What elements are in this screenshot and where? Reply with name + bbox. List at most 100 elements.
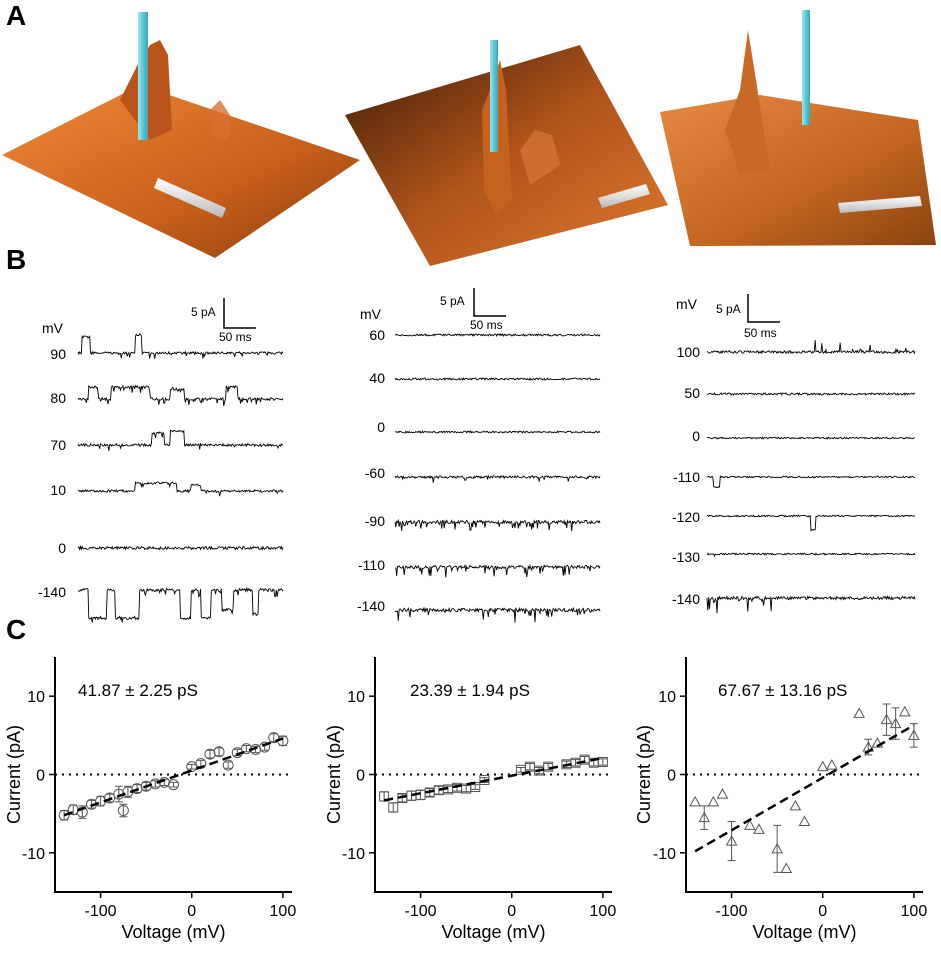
data-point bbox=[388, 802, 399, 813]
linear-fit bbox=[383, 756, 604, 802]
error-bar bbox=[700, 805, 709, 830]
data-point bbox=[58, 809, 70, 821]
error-bar bbox=[443, 785, 452, 794]
data-point bbox=[780, 862, 793, 873]
data-point bbox=[789, 799, 802, 811]
axes bbox=[54, 657, 292, 893]
y-axis-label: Current (pA) bbox=[634, 725, 654, 824]
y-tick-label: 0 bbox=[36, 768, 45, 785]
surface-1 bbox=[2, 12, 360, 258]
y-tick-label: 10 bbox=[658, 689, 676, 706]
scale-ms-col2: 50 ms bbox=[470, 318, 503, 332]
error-bar bbox=[544, 763, 553, 771]
data-point bbox=[853, 707, 866, 718]
current-trace bbox=[77, 480, 284, 497]
error-bar bbox=[389, 802, 398, 813]
voltage-label: 70 bbox=[50, 437, 66, 453]
current-trace bbox=[394, 606, 601, 623]
data-point bbox=[689, 795, 701, 807]
voltage-label: -90 bbox=[364, 513, 385, 529]
data-point bbox=[798, 815, 811, 826]
data-point bbox=[743, 819, 756, 830]
surface-2 bbox=[345, 40, 668, 266]
y-tick-label: 10 bbox=[347, 689, 365, 706]
conductance-annotation: 67.67 ± 13.16 pS bbox=[718, 681, 847, 700]
error-bar bbox=[278, 735, 287, 747]
panel-b-traces bbox=[77, 288, 916, 623]
current-trace bbox=[706, 552, 916, 558]
x-tick-label: -100 bbox=[405, 903, 437, 920]
scale-ms-col1: 50 ms bbox=[219, 330, 252, 344]
error-bar bbox=[205, 749, 214, 759]
data-point bbox=[889, 717, 902, 729]
data-point bbox=[908, 729, 920, 740]
x-axis-label: Voltage (mV) bbox=[752, 922, 856, 942]
data-point bbox=[104, 792, 116, 804]
error-bar bbox=[882, 703, 891, 736]
error-bar bbox=[571, 759, 580, 767]
error-bar bbox=[525, 763, 534, 771]
x-tick-label: -100 bbox=[85, 903, 117, 920]
current-trace bbox=[77, 587, 284, 623]
data-point bbox=[379, 791, 390, 802]
scale-bar-col3 bbox=[747, 294, 780, 323]
data-point bbox=[117, 805, 129, 817]
scale-bar-col1 bbox=[223, 298, 256, 329]
scale-bar-3 bbox=[838, 196, 922, 213]
surface-3 bbox=[660, 10, 936, 246]
linear-fit bbox=[63, 737, 284, 817]
y-tick-label: -10 bbox=[342, 846, 365, 863]
current-trace bbox=[706, 340, 916, 355]
current-trace bbox=[394, 333, 601, 338]
voltage-label: -110 bbox=[358, 557, 385, 573]
voltage-label: -130 bbox=[671, 549, 700, 565]
y-tick-label: 10 bbox=[27, 689, 45, 706]
voltage-label: 100 bbox=[676, 344, 700, 360]
error-bar bbox=[462, 784, 471, 793]
error-bar bbox=[773, 824, 782, 873]
panel-letter-a: A bbox=[6, 0, 27, 31]
error-bar bbox=[727, 821, 736, 862]
scale-pa-col1: 5 pA bbox=[191, 305, 216, 319]
x-axis-label: Voltage (mV) bbox=[441, 922, 545, 942]
axes bbox=[374, 657, 612, 893]
voltage-label: -60 bbox=[364, 465, 385, 481]
data-point bbox=[707, 795, 720, 807]
error-bar bbox=[169, 781, 178, 788]
scale-bar-2 bbox=[598, 184, 650, 208]
data-point bbox=[698, 811, 711, 823]
error-bar bbox=[224, 761, 233, 769]
x-tick-label: 0 bbox=[507, 903, 516, 920]
y-tick-label: -10 bbox=[653, 846, 676, 863]
current-trace bbox=[706, 595, 916, 614]
voltage-label: 90 bbox=[50, 346, 66, 362]
error-bar bbox=[434, 785, 443, 795]
error-bar bbox=[119, 803, 128, 818]
scale-bar-1 bbox=[154, 178, 226, 218]
voltage-label: -140 bbox=[37, 584, 66, 600]
mv-label-col1: mV bbox=[42, 320, 63, 336]
voltage-label: -140 bbox=[356, 598, 385, 614]
current-trace bbox=[77, 333, 284, 359]
x-tick-label: 0 bbox=[818, 903, 827, 920]
current-trace bbox=[77, 384, 284, 406]
y-tick-label: 0 bbox=[356, 768, 365, 785]
voltage-label: 80 bbox=[50, 390, 66, 406]
scale-bar-col2 bbox=[473, 288, 506, 317]
data-point bbox=[222, 759, 234, 771]
error-bar bbox=[909, 723, 918, 748]
error-bar bbox=[891, 707, 900, 740]
data-point bbox=[168, 779, 179, 791]
current-trace bbox=[394, 474, 601, 483]
data-point bbox=[880, 713, 893, 725]
error-bar bbox=[187, 763, 196, 770]
x-tick-label: -100 bbox=[716, 903, 748, 920]
error-bar bbox=[242, 745, 251, 753]
x-tick-label: 100 bbox=[270, 903, 297, 920]
voltage-label: 0 bbox=[377, 419, 385, 435]
error-bar bbox=[215, 747, 224, 757]
y-tick-label: 0 bbox=[667, 768, 676, 785]
scale-pa-col3: 5 pA bbox=[716, 302, 741, 316]
